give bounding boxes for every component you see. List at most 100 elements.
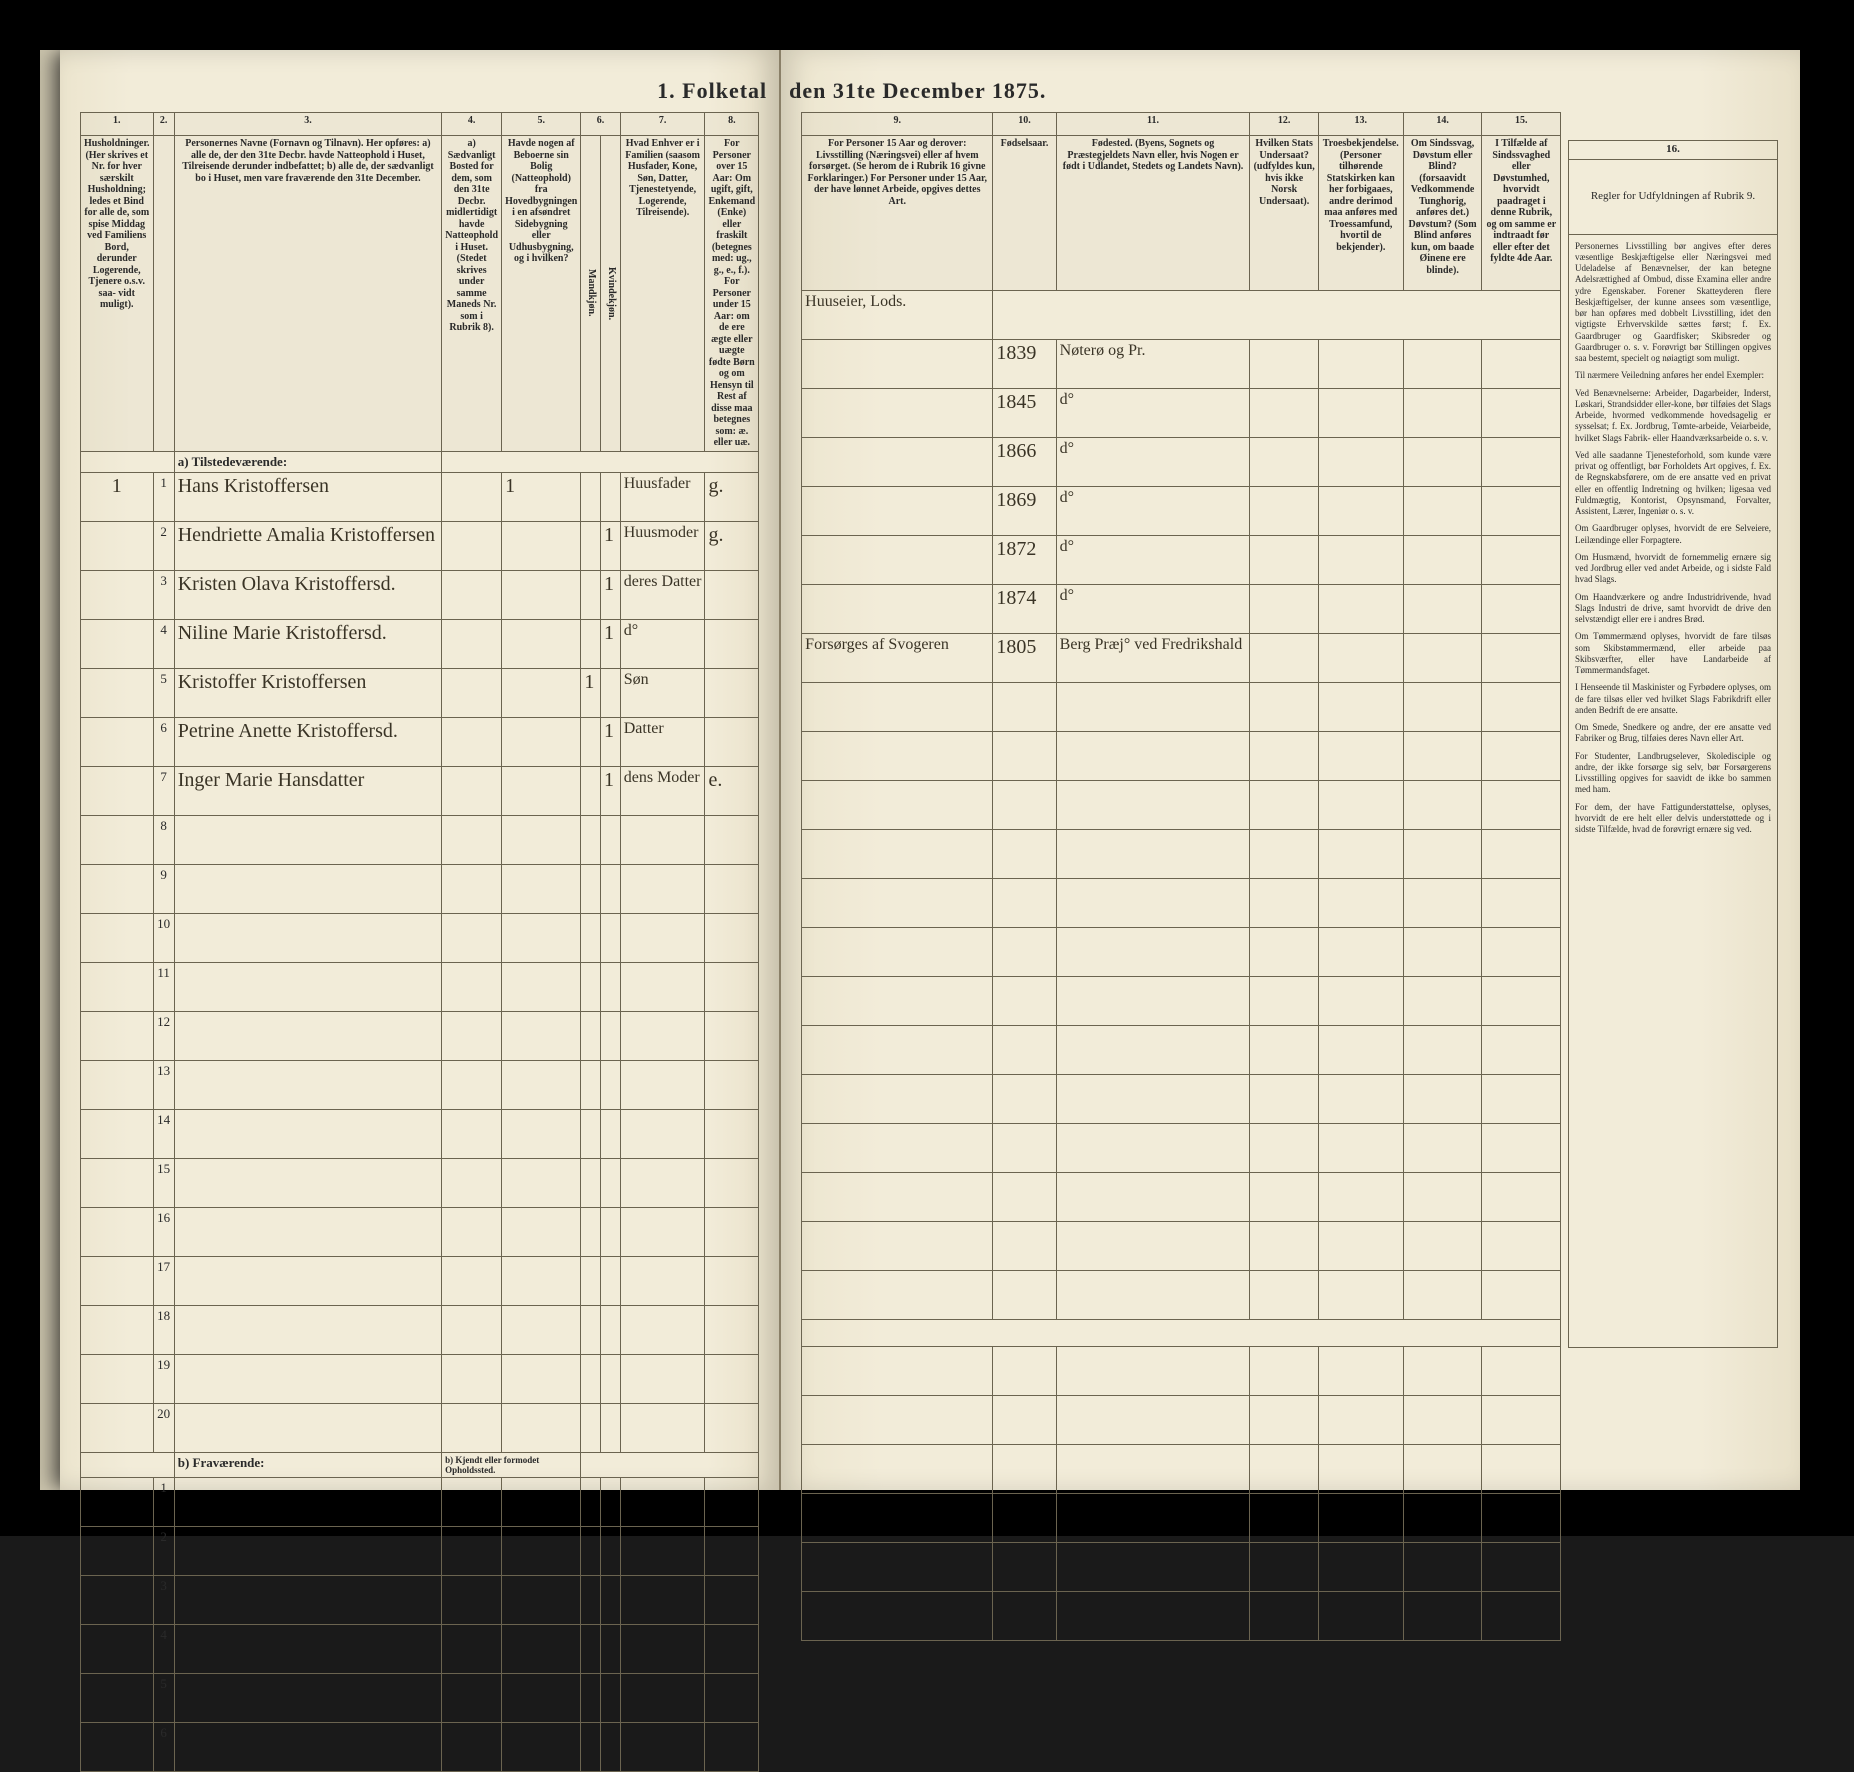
cell-sex-k: 1 [601, 619, 621, 668]
cell-occ [802, 585, 993, 634]
table-row: 5 [81, 1673, 759, 1722]
cell-5 [502, 717, 581, 766]
cell-stat [1250, 585, 1318, 634]
colhead-6a: Mandkjøn. [581, 136, 601, 452]
table-row: 14 [81, 1109, 759, 1158]
cell-rel2 [1318, 389, 1403, 438]
cell-sex-k: 1 [601, 717, 621, 766]
instruction-para: Om Gaardbruger oplyses, hvorvidt de ere … [1575, 523, 1771, 546]
cell-place: d° [1056, 536, 1250, 585]
colnum-16: 16. [1568, 140, 1778, 159]
section-b-note: b) Kjendt eller formodet Opholdssted. [442, 1452, 581, 1477]
cell-rel2 [1318, 536, 1403, 585]
colnum-13: 13. [1318, 113, 1403, 136]
cell-place: Berg Præj° ved Fredrikshald [1056, 634, 1250, 683]
cell-name: Petrine Anette Kristoffersd. [174, 717, 441, 766]
cell-year: 1866 [993, 438, 1056, 487]
table-row [802, 1347, 1561, 1396]
cell-dis [1403, 389, 1482, 438]
cell-rel2 [1318, 634, 1403, 683]
table-row [802, 879, 1561, 928]
table-row: 1 [81, 1477, 759, 1526]
table-row: 11Hans Kristoffersen1Huusfaderg. [81, 472, 759, 521]
instruction-para: Om Smede, Snedkere og andre, der ere ans… [1575, 722, 1771, 745]
cell-dis2 [1482, 585, 1561, 634]
cell-dis [1403, 487, 1482, 536]
cell-place: d° [1056, 487, 1250, 536]
cell-rel2 [1318, 487, 1403, 536]
instruction-para: For Studenter, Landbrugselever, Skoledis… [1575, 751, 1771, 796]
cell-occ [802, 438, 993, 487]
cell-name: Kristen Olava Kristoffersd. [174, 570, 441, 619]
colnum-11: 11. [1056, 113, 1250, 136]
table-row [802, 1494, 1561, 1543]
table-row [802, 1075, 1561, 1124]
instruction-para: Ved alle saadanne Tjenesteforhold, som k… [1575, 450, 1771, 518]
cell-name: Hans Kristoffersen [174, 472, 441, 521]
cell-name: Hendriette Amalia Kristoffersen [174, 521, 441, 570]
table-row: 4Niline Marie Kristoffersd.1d° [81, 619, 759, 668]
colhead-15: I Tilfælde af Sindssvaghed eller Døvstum… [1482, 136, 1561, 291]
cell-rel: d° [620, 619, 705, 668]
cell-sex-k [601, 472, 621, 521]
colnum-4: 4. [442, 113, 502, 136]
cell-5: 1 [502, 472, 581, 521]
colnum-3: 3. [174, 113, 441, 136]
table-row [802, 1592, 1561, 1641]
table-row: 9 [81, 864, 759, 913]
table-row: 12 [81, 1011, 759, 1060]
table-row [802, 1173, 1561, 1222]
colnum-5: 5. [502, 113, 581, 136]
table-row: 17 [81, 1256, 759, 1305]
cell-occ: Forsørges af Svogeren [802, 634, 993, 683]
cell-n: 7 [153, 766, 174, 815]
colhead-4: a) Sædvanligt Bosted for dem, som den 31… [442, 136, 502, 452]
cell-rel: dens Moder [620, 766, 705, 815]
cell-occ [802, 487, 993, 536]
colnum-8: 8. [705, 113, 759, 136]
table-row: 15 [81, 1158, 759, 1207]
cell-year: 1872 [993, 536, 1056, 585]
table-row: 13 [81, 1060, 759, 1109]
table-row: 3 [81, 1575, 759, 1624]
table-row: 1866d° [802, 438, 1561, 487]
instructions-column: 16. Regler for Udfyldningen af Rubrik 9.… [1568, 140, 1778, 1348]
cell-dis [1403, 340, 1482, 389]
cell-year: 1805 [993, 634, 1056, 683]
table-row: 10 [81, 913, 759, 962]
cell-civ [705, 668, 759, 717]
cell-hh [81, 619, 154, 668]
cell-stat [1250, 536, 1318, 585]
ledger-table-left: 1. 2. 3. 4. 5. 6. 7. 8. Husholdninger. (… [80, 112, 759, 1772]
cell-4 [442, 668, 502, 717]
instruction-para: I Henseende til Maskinister og Fyrbødere… [1575, 682, 1771, 716]
cell-dis [1403, 585, 1482, 634]
cell-4 [442, 521, 502, 570]
table-row: 19 [81, 1354, 759, 1403]
table-row: 20 [81, 1403, 759, 1452]
table-row [802, 732, 1561, 781]
cell-rel: Datter [620, 717, 705, 766]
top-note: Huuseier, Lods. [802, 291, 993, 340]
cell-stat [1250, 634, 1318, 683]
cell-4 [442, 570, 502, 619]
book-spread: 1. Folketal 1. 2. 3. 4. 5. 6. 7. 8. Hush… [60, 50, 1800, 1490]
cell-civ [705, 570, 759, 619]
colnum-6: 6. [581, 113, 620, 136]
cell-place: d° [1056, 585, 1250, 634]
cell-place: d° [1056, 438, 1250, 487]
colhead-6b: Kvindekjøn. [601, 136, 621, 452]
cell-hh [81, 668, 154, 717]
cell-sex-m [581, 521, 601, 570]
colnum-9: 9. [802, 113, 993, 136]
colnum-1: 1. [81, 113, 154, 136]
table-row: 16 [81, 1207, 759, 1256]
cell-n: 2 [153, 521, 174, 570]
page-stack-edge [40, 50, 60, 1490]
cell-sex-m: 1 [581, 668, 601, 717]
table-row [802, 1396, 1561, 1445]
page-right: den 31te December 1875. 9. 10. 11. 12. 1… [781, 50, 1800, 1490]
cell-dis [1403, 536, 1482, 585]
colhead-2 [153, 136, 174, 452]
cell-sex-m [581, 766, 601, 815]
